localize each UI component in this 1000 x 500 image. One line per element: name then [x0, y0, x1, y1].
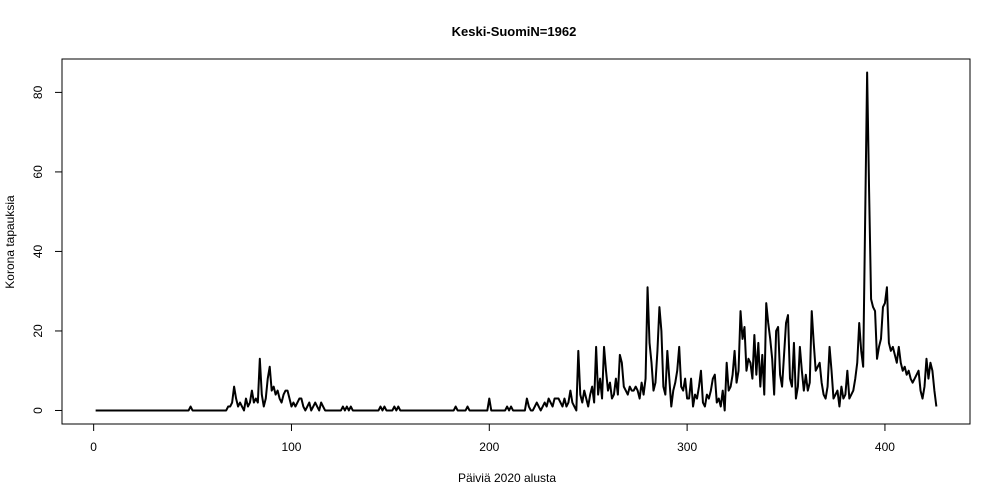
y-axis-label: Korona tapauksia	[3, 195, 17, 289]
plot-box	[61, 58, 971, 425]
x-tick-label: 100	[281, 440, 301, 454]
y-tick-label: 80	[31, 85, 45, 99]
x-tick-label: 300	[677, 440, 697, 454]
chart-title: Keski-SuomiN=1962	[452, 24, 577, 39]
x-axis-label: Päiviä 2020 alusta	[458, 471, 556, 485]
y-tick-label: 0	[31, 407, 45, 414]
x-tick-label: 200	[479, 440, 499, 454]
x-tick-label: 400	[875, 440, 895, 454]
y-tick-label: 20	[31, 324, 45, 338]
y-tick-label: 40	[31, 244, 45, 258]
y-tick-label: 60	[31, 165, 45, 179]
x-tick-label: 0	[90, 440, 97, 454]
data-line	[95, 71, 938, 412]
